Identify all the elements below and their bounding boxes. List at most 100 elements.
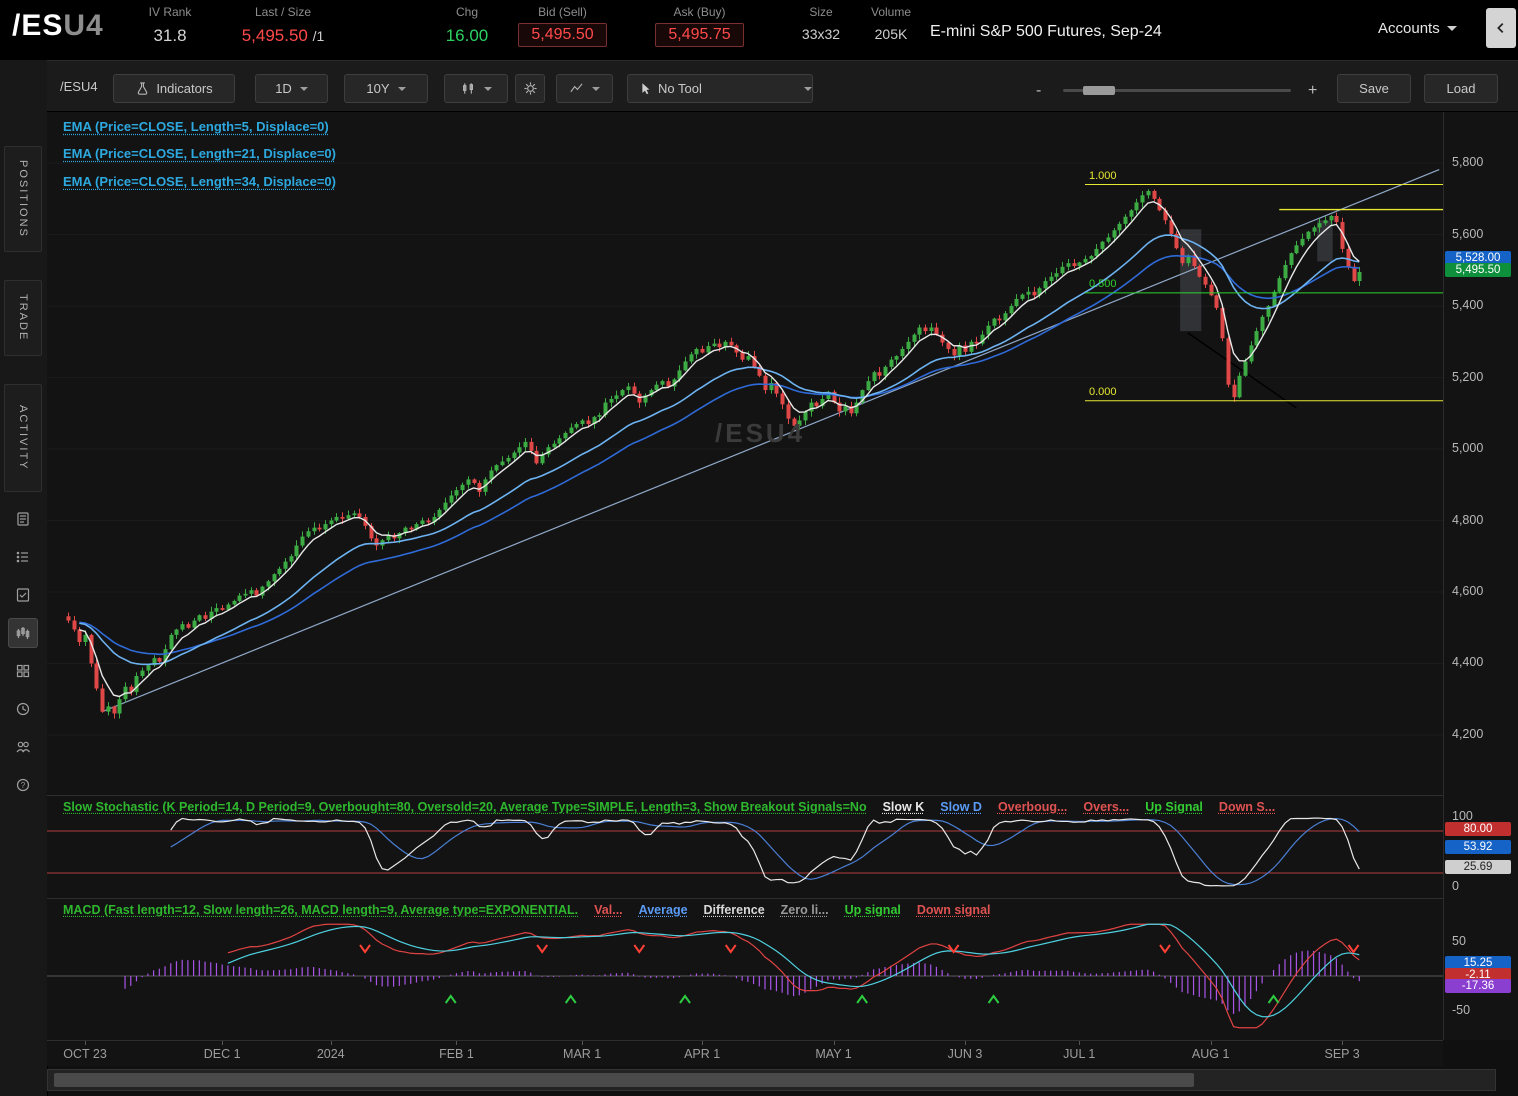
nav-orders-button[interactable]: [8, 580, 38, 610]
candlestick-chart-icon: [462, 83, 473, 94]
ema21-study-label[interactable]: EMA (Price=CLOSE, Length=21, Displace=0): [63, 146, 336, 161]
price-axis-label: 5,400: [1452, 298, 1484, 313]
stochastic-axis[interactable]: 100 0 80.00 53.92 25.69: [1443, 795, 1518, 898]
macd-legend-item[interactable]: Up signal: [844, 903, 901, 917]
time-axis-label: FEB 1: [439, 1047, 474, 1061]
save-button[interactable]: Save: [1337, 74, 1411, 103]
stochastic-title-row: Slow Stochastic (K Period=14, D Period=9…: [63, 800, 1275, 814]
drawing-tool-dropdown[interactable]: No Tool: [627, 74, 813, 103]
stochastic-legend-item[interactable]: Slow D: [940, 800, 982, 814]
time-axis[interactable]: OCT 23 DEC 1 2024 FEB 1 MAR 1 APR 1 MAY 1 JUN 3…: [47, 1040, 1443, 1066]
people-icon: [16, 741, 30, 753]
nav-charts-button[interactable]: [8, 618, 38, 648]
stochastic-study-title[interactable]: Slow Stochastic (K Period=14, D Period=9…: [63, 800, 867, 814]
zoom-out-button[interactable]: -: [1036, 82, 1042, 99]
macd-title-row: MACD (Fast length=12, Slow length=26, MA…: [63, 903, 991, 917]
timeframe-dropdown[interactable]: 1D: [255, 74, 328, 103]
time-axis-label: JUN 3: [947, 1047, 983, 1061]
stochastic-panel[interactable]: Slow Stochastic (K Period=14, D Period=9…: [47, 795, 1443, 899]
macd-bubble: -2.11: [1445, 968, 1511, 983]
macd-legend-item[interactable]: Val...: [594, 903, 623, 917]
price-chart-canvas[interactable]: [47, 112, 1443, 795]
last-size-field: Last / Size 5,495.50 /1: [228, 5, 338, 46]
indicators-button[interactable]: Indicators: [113, 74, 235, 103]
chg-value: 16.00: [445, 26, 489, 45]
macd-legend-item[interactable]: Zero li...: [780, 903, 829, 917]
sidebar-tab-positions[interactable]: POSITIONS: [4, 146, 42, 252]
stochastic-canvas[interactable]: [47, 796, 1443, 899]
volume-field: Volume 205K: [858, 5, 924, 42]
drawing-tool-value: No Tool: [658, 81, 702, 96]
macd-legend-item[interactable]: Down signal: [916, 903, 991, 917]
scrollbar-handle[interactable]: [54, 1073, 1194, 1087]
time-axis-tick: [582, 1041, 584, 1045]
ema5-study-label[interactable]: EMA (Price=CLOSE, Length=5, Displace=0): [63, 119, 329, 134]
chart-toolbar: /ESU4 Indicators 1D 10Y No Tool -: [47, 60, 1518, 112]
bid-field: Bid (Sell) 5,495.50: [500, 5, 625, 47]
stochastic-legend-item[interactable]: Overs...: [1083, 800, 1130, 814]
nav-news-button[interactable]: [8, 504, 38, 534]
macd-legend-item[interactable]: Average: [638, 903, 688, 917]
zoom-slider-handle[interactable]: [1083, 86, 1115, 95]
time-axis-tick: [330, 1041, 332, 1045]
price-chart-panel[interactable]: EMA (Price=CLOSE, Length=5, Displace=0) …: [47, 112, 1443, 795]
macd-canvas[interactable]: [47, 899, 1443, 1041]
price-axis-label: 4,400: [1452, 655, 1484, 670]
chart-type-dropdown[interactable]: [444, 74, 508, 103]
grid-icon: [16, 664, 30, 678]
nav-history-button[interactable]: [8, 694, 38, 724]
load-button[interactable]: Load: [1424, 74, 1498, 103]
nav-grid-button[interactable]: [8, 656, 38, 686]
cursor-icon: [642, 83, 650, 95]
time-axis-tick: [456, 1041, 458, 1045]
chart-settings-button[interactable]: [515, 74, 545, 103]
zoom-in-button[interactable]: +: [1308, 82, 1318, 99]
time-axis-label: MAR 1: [563, 1047, 602, 1061]
list-icon: [16, 551, 28, 563]
bid-label: Bid (Sell): [538, 5, 587, 19]
macd-legend-item[interactable]: Difference: [703, 903, 765, 917]
accounts-menu[interactable]: Accounts: [1378, 20, 1457, 37]
ask-label: Ask (Buy): [673, 5, 726, 19]
price-axis[interactable]: 5,800 5,600 5,400 5,200 5,000 4,800 4,600 4,400…: [1443, 112, 1518, 795]
stochastic-axis-label: 100: [1452, 809, 1473, 823]
sidebar-tab-activity[interactable]: ACTIVITY: [4, 384, 42, 492]
macd-panel[interactable]: MACD (Fast length=12, Slow length=26, MA…: [47, 898, 1443, 1041]
price-axis-label: 4,200: [1452, 726, 1484, 741]
macd-axis[interactable]: 50 -50 15.25 -2.11 -17.36: [1443, 898, 1518, 1040]
nav-community-button[interactable]: [8, 732, 38, 762]
accounts-label: Accounts: [1378, 20, 1440, 37]
stochastic-legend-item[interactable]: Up Signal: [1145, 800, 1203, 814]
size-field: Size 33x32: [788, 5, 854, 42]
fib-level-label: 1.000: [1088, 169, 1117, 182]
ask-field: Ask (Buy) 5,495.75: [642, 5, 757, 47]
zoom-slider[interactable]: [1063, 86, 1291, 95]
range-dropdown[interactable]: 10Y: [344, 74, 428, 103]
price-axis-label: 5,000: [1452, 441, 1484, 456]
iv-rank-value: 31.8: [153, 26, 187, 45]
chevron-down-icon: [1446, 26, 1457, 31]
bid-sell-button[interactable]: 5,495.50: [518, 23, 607, 47]
indicators-flask-icon: [137, 82, 148, 95]
ema34-study-label[interactable]: EMA (Price=CLOSE, Length=34, Displace=0): [63, 174, 336, 189]
stochastic-legend-item[interactable]: Overboug...: [997, 800, 1068, 814]
time-axis-label: 2024: [316, 1047, 345, 1061]
chevron-left-icon: [1497, 23, 1504, 33]
ask-buy-button[interactable]: 5,495.75: [655, 23, 744, 47]
nav-help-button[interactable]: ?: [8, 770, 38, 800]
chart-scrollbar[interactable]: [47, 1069, 1496, 1091]
last-value: 5,495.50: [241, 26, 308, 45]
patterns-dropdown[interactable]: [556, 74, 613, 103]
collapse-panel-button[interactable]: [1486, 8, 1516, 48]
stochastic-legend-item[interactable]: Slow K: [882, 800, 925, 814]
fib-level-label: 0.000: [1088, 385, 1117, 398]
pattern-zigzag-icon: [570, 83, 583, 93]
stochastic-legend-item[interactable]: Down S...: [1218, 800, 1276, 814]
price-axis-label: 5,200: [1452, 369, 1484, 384]
help-icon: ?: [16, 778, 30, 792]
nav-watchlist-button[interactable]: [8, 542, 38, 572]
stochastic-bubble: 25.69: [1445, 860, 1511, 875]
macd-study-title[interactable]: MACD (Fast length=12, Slow length=26, MA…: [63, 903, 579, 917]
sidebar-tab-trade[interactable]: TRADE: [4, 280, 42, 356]
time-axis-tick: [222, 1041, 224, 1045]
